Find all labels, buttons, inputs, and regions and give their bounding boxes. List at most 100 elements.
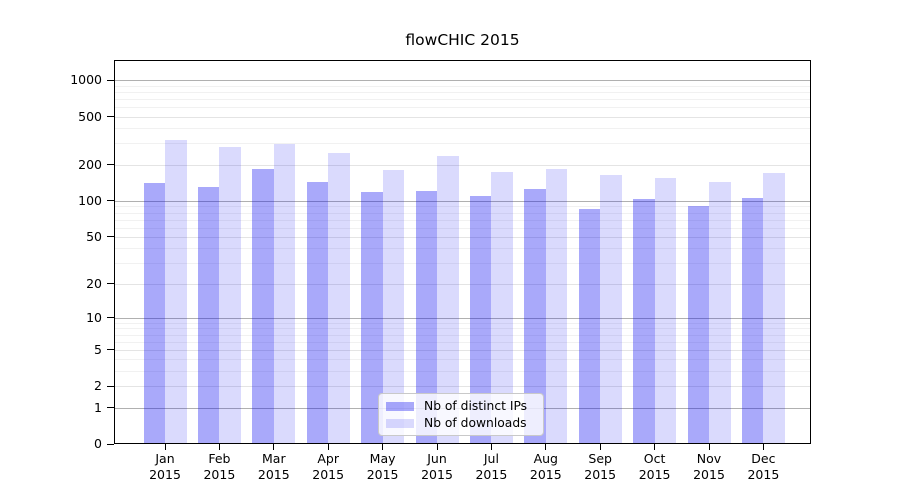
x-tick-mark — [599, 444, 601, 450]
bar-downloads — [382, 170, 405, 444]
bar-distinct-ips — [252, 169, 274, 444]
gridline-decade — [115, 80, 810, 82]
year-label: 2015 — [203, 467, 236, 482]
bar-downloads — [763, 173, 785, 444]
gridline-minor — [115, 143, 810, 145]
gridline-minor — [115, 322, 810, 324]
y-tick-label: 0 — [94, 436, 102, 451]
month-label: Dec — [751, 451, 776, 466]
bar-downloads — [437, 155, 459, 444]
x-tick-mark — [218, 444, 220, 450]
y-tick-label: 500 — [78, 108, 102, 124]
x-tick-label: Nov 2015 — [681, 451, 737, 483]
gridline-labeled — [115, 283, 810, 285]
month-label: Jun — [427, 451, 447, 466]
year-label: 2015 — [149, 467, 181, 482]
year-label: 2015 — [638, 467, 671, 482]
gridline-minor — [115, 91, 810, 93]
y-tick-label: 50 — [86, 228, 102, 244]
x-tick-mark — [273, 444, 275, 450]
gridline-minor — [115, 227, 810, 229]
bar-downloads — [165, 140, 187, 444]
x-tick-label: Jan 2015 — [137, 451, 193, 483]
y-tick-mark — [107, 407, 114, 408]
gridline-labeled — [115, 386, 810, 388]
year-label: 2015 — [312, 467, 345, 482]
legend-swatch-downloads — [386, 419, 414, 428]
legend: Nb of distinct IPs Nb of downloads — [378, 393, 544, 436]
month-label: Aug — [533, 451, 558, 466]
gridline-labeled — [115, 164, 810, 166]
gridline-minor — [115, 212, 810, 214]
bar-distinct-ips — [306, 181, 329, 444]
bar-downloads — [600, 174, 622, 444]
month-label: Sep — [588, 451, 612, 466]
gridline-minor — [115, 128, 810, 130]
gridline-minor — [115, 248, 810, 250]
gridline-minor — [115, 263, 810, 265]
y-tick-mark — [107, 79, 114, 81]
x-tick-label: Oct 2015 — [627, 451, 683, 483]
bar-downloads — [273, 143, 296, 444]
x-tick-mark — [762, 444, 764, 450]
year-label: 2015 — [421, 467, 453, 482]
month-label: Apr — [317, 451, 339, 466]
legend-label-downloads: Nb of downloads — [424, 416, 527, 430]
gridline-labeled — [115, 349, 810, 351]
bar-downloads — [545, 169, 568, 444]
x-tick-label: Jul 2015 — [463, 451, 519, 483]
y-tick-mark — [107, 116, 114, 118]
gridline-minor — [115, 371, 810, 372]
gridline-minor — [115, 98, 810, 100]
bar-distinct-ips — [143, 182, 165, 444]
month-label: Jul — [483, 451, 499, 466]
bar-distinct-ips — [415, 190, 437, 444]
gridline-minor — [115, 107, 810, 108]
y-tick-mark — [107, 349, 114, 351]
year-label: 2015 — [584, 467, 617, 482]
x-tick-mark — [382, 444, 384, 450]
y-tick-mark — [107, 200, 114, 202]
y-tick-mark — [107, 317, 114, 319]
chart-title: flowCHIC 2015 — [405, 31, 520, 49]
bar-distinct-ips — [361, 191, 383, 444]
year-label: 2015 — [693, 467, 725, 482]
year-label: 2015 — [529, 467, 562, 482]
x-tick-mark — [327, 444, 329, 450]
bar-distinct-ips — [687, 205, 709, 444]
x-tick-label: Dec 2015 — [735, 451, 791, 483]
gridline-decade — [115, 317, 810, 319]
gridline-minor — [115, 359, 810, 361]
legend-swatch-distinct-ips — [386, 402, 414, 411]
x-tick-label: Apr 2015 — [300, 451, 356, 483]
y-tick-label: 20 — [86, 275, 102, 291]
x-tick-label: Jun 2015 — [409, 451, 465, 483]
gridline-minor — [115, 219, 810, 221]
y-tick-mark — [107, 385, 114, 387]
bar-downloads — [654, 178, 677, 444]
legend-label-distinct-ips: Nb of distinct IPs — [424, 399, 528, 413]
bar-downloads — [491, 171, 513, 444]
bar-distinct-ips — [197, 187, 220, 444]
bar-distinct-ips — [741, 197, 764, 444]
month-label: Nov — [696, 451, 722, 466]
x-tick-mark — [708, 444, 710, 450]
x-tick-mark — [545, 444, 547, 450]
bar-downloads — [328, 153, 350, 444]
month-label: May — [369, 451, 396, 466]
gridline-decade — [115, 200, 810, 202]
year-label: 2015 — [747, 467, 780, 482]
month-label: Oct — [643, 451, 666, 466]
bar-distinct-ips — [524, 188, 546, 444]
x-tick-mark — [490, 444, 492, 450]
x-tick-label: Sep 2015 — [572, 451, 628, 483]
x-tick-mark — [436, 444, 438, 450]
year-label: 2015 — [257, 467, 290, 482]
month-label: Feb — [208, 451, 231, 466]
gridline-minor — [115, 328, 810, 330]
gridline-minor — [115, 206, 810, 208]
bar-distinct-ips — [633, 199, 655, 444]
plot-area — [114, 60, 811, 444]
y-tick-label: 1 — [94, 399, 102, 415]
